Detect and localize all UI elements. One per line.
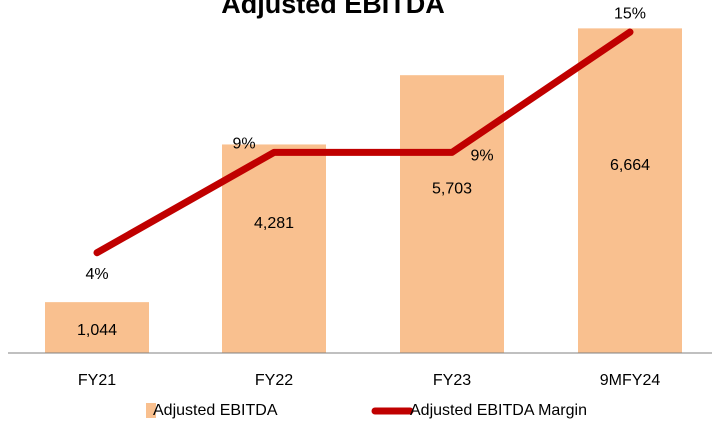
margin-value-label: 15% [614, 5, 646, 22]
legend-label: Adjusted EBITDA [153, 402, 278, 419]
bar-value-label: 1,044 [77, 322, 117, 339]
legend-label: Adjusted EBITDA Margin [410, 402, 587, 419]
bar [400, 75, 504, 353]
bar [222, 144, 326, 353]
legend-swatch [146, 403, 156, 418]
x-tick-label: 9MFY24 [600, 372, 661, 389]
bar-value-label: 4,281 [254, 215, 294, 232]
margin-line [93, 28, 634, 257]
x-tick-label: FY22 [255, 372, 293, 389]
bar [578, 28, 682, 353]
x-tick-label: FY21 [78, 372, 116, 389]
bar [45, 302, 149, 353]
chart-title: Adjusted EBITDA [221, 0, 445, 19]
bar-value-label: 6,664 [610, 157, 650, 174]
x-tick-label: FY23 [433, 372, 471, 389]
margin-value-label: 9% [470, 148, 493, 165]
margin-value-label: 9% [232, 136, 255, 153]
margin-value-label: 4% [85, 266, 108, 283]
bar-value-label: 5,703 [432, 180, 472, 197]
